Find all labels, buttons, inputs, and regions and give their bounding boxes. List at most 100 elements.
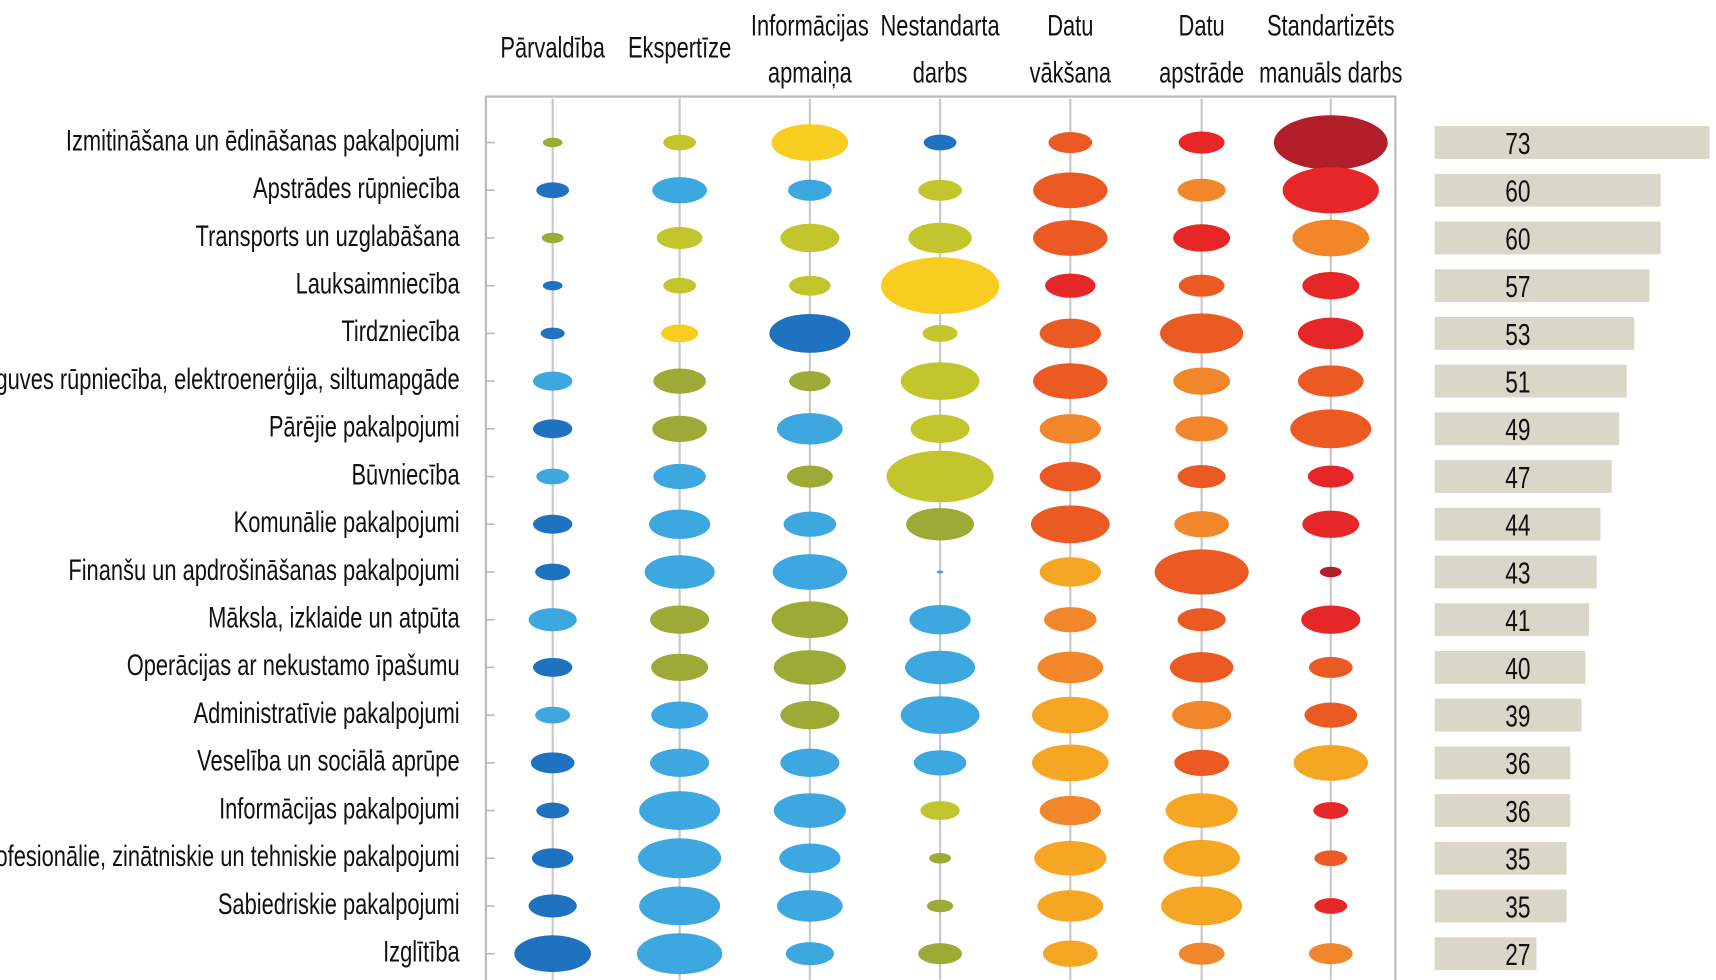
bubble <box>536 182 570 199</box>
bubble <box>1273 115 1388 170</box>
bubble <box>910 414 970 444</box>
row-label: Operācijas ar nekustamo īpašumu <box>127 648 460 682</box>
bar <box>1434 937 1537 971</box>
bubble <box>1308 943 1353 965</box>
bubble <box>656 226 703 249</box>
bubble <box>779 843 841 873</box>
row-label: Izglītība <box>383 934 460 968</box>
bubble <box>922 324 958 342</box>
bubble <box>918 943 962 965</box>
bar-label-group: 47 <box>1505 461 1530 495</box>
bubble <box>1039 318 1101 349</box>
bar-label: 47 <box>1505 461 1530 495</box>
bubble <box>1308 656 1353 678</box>
bar-label: 27 <box>1505 938 1530 972</box>
bar-label: 57 <box>1505 270 1530 304</box>
bar-label: 43 <box>1505 556 1530 590</box>
bubble <box>1301 605 1361 634</box>
bubble <box>650 605 710 634</box>
bubble <box>909 604 971 635</box>
row-label: Profesionālie, zinātniskie un tehniskie … <box>0 839 460 873</box>
bar-label: 36 <box>1505 795 1530 829</box>
column-header: Informācijas <box>751 8 869 42</box>
bubble <box>1037 651 1104 684</box>
row-label: Finanšu un apdrošināšanas pakalpojumi <box>68 552 459 586</box>
bar-label: 53 <box>1505 317 1530 351</box>
bubble <box>542 280 563 291</box>
bubble <box>1292 219 1370 257</box>
bubble <box>535 563 571 581</box>
bubble <box>1290 409 1372 449</box>
column-header: Pārvaldība <box>500 30 605 64</box>
bubble <box>880 257 1000 315</box>
bubble <box>1174 511 1229 538</box>
bubble <box>638 838 722 879</box>
bubble <box>1044 607 1097 633</box>
bubble <box>918 179 962 201</box>
bubble <box>1313 802 1349 819</box>
bubble <box>1039 795 1101 826</box>
bar <box>1434 507 1601 541</box>
column-header: Standartizēts <box>1267 8 1395 42</box>
bubble <box>1048 132 1093 154</box>
row-label: Veselība un sociālā aprūpe <box>197 743 460 777</box>
bar-label: 49 <box>1505 413 1530 447</box>
column-header: Ekspertīze <box>628 30 731 64</box>
bubble <box>536 468 570 485</box>
bubble <box>1302 272 1360 300</box>
bubble <box>936 570 944 574</box>
bubble <box>1034 840 1107 876</box>
bubble <box>1039 414 1101 444</box>
bar <box>1434 698 1582 732</box>
bar-label-group: 36 <box>1505 747 1530 781</box>
bar-label-group: 43 <box>1505 556 1530 590</box>
bar-label-group: 53 <box>1505 317 1530 351</box>
bubble <box>769 313 851 353</box>
bubble <box>1033 172 1108 209</box>
bubble <box>532 419 573 439</box>
bubble <box>1177 608 1226 632</box>
bar-label-group: 35 <box>1505 890 1530 924</box>
bar-label: 44 <box>1505 508 1530 542</box>
bubble <box>540 327 565 340</box>
bar-label: 60 <box>1505 222 1530 256</box>
bar-label: 73 <box>1505 127 1530 161</box>
bubble <box>652 415 707 442</box>
column-header: apmaiņa <box>768 55 852 89</box>
bubble <box>1173 367 1231 395</box>
column-headers: Pārvaldība Ekspertīze Informācijas apmaiņa N… <box>500 8 1402 89</box>
bubble <box>1154 549 1249 595</box>
bubble <box>1045 273 1096 298</box>
column-header: Datu <box>1047 8 1093 42</box>
bubble <box>1032 744 1109 782</box>
bubble <box>653 463 706 490</box>
bubble <box>1297 365 1364 397</box>
bar <box>1434 173 1661 207</box>
bubble <box>652 177 707 204</box>
bubble <box>780 700 840 730</box>
bubble <box>1178 942 1225 965</box>
bar <box>1434 555 1597 589</box>
row-label: Administratīvie pakalpojumi <box>194 696 460 730</box>
bar <box>1434 603 1590 637</box>
bubble <box>1039 461 1101 492</box>
column-header: apstrāde <box>1159 55 1244 89</box>
bubble <box>908 222 972 254</box>
bar <box>1434 841 1567 875</box>
bubble <box>787 179 832 201</box>
bubble <box>772 554 848 590</box>
bar <box>1434 126 1710 159</box>
bar-label-group: 49 <box>1505 413 1530 447</box>
bubble <box>1282 167 1379 214</box>
bar <box>1434 221 1661 255</box>
row-label: Sabiedriskie pakalpojumi <box>218 886 460 920</box>
bar-label-group: 60 <box>1505 222 1530 256</box>
bubble <box>651 653 709 682</box>
bubble <box>528 894 577 918</box>
bubble <box>1032 696 1109 734</box>
row-label: Informācijas pakalpojumi <box>219 791 460 825</box>
bar-label-group: 36 <box>1505 795 1530 829</box>
bar <box>1434 412 1620 446</box>
column-header: Datu <box>1179 8 1225 42</box>
